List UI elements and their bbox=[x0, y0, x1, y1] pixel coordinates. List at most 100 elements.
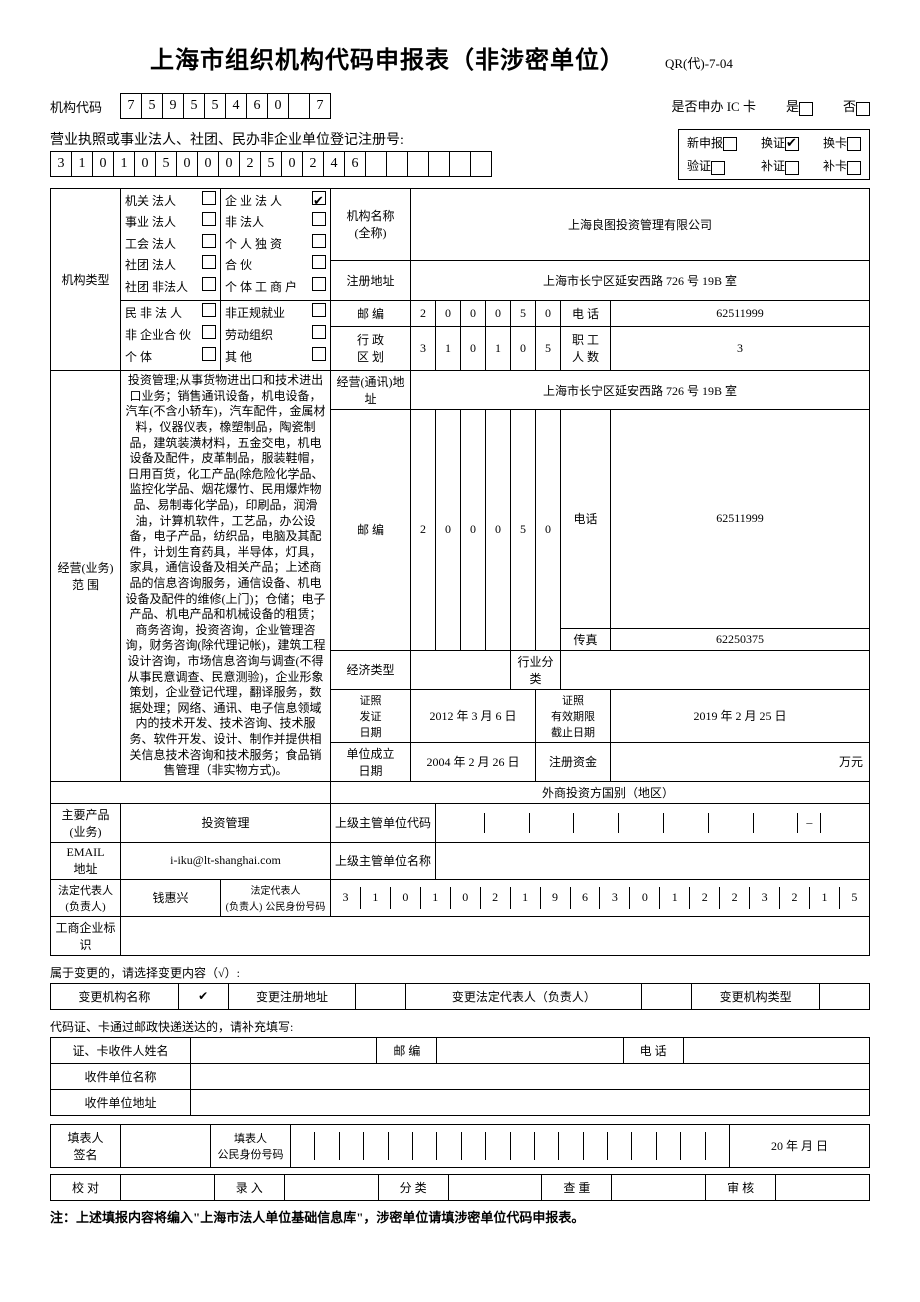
reg-cell[interactable] bbox=[365, 151, 387, 177]
est-date: 2004 年 2 月 26 日 bbox=[411, 742, 536, 781]
reg-cell[interactable] bbox=[386, 151, 408, 177]
org-code-cell[interactable]: 6 bbox=[246, 93, 268, 119]
name-label: 机构名称 (全称) bbox=[331, 188, 411, 260]
reg-cell[interactable]: 4 bbox=[323, 151, 345, 177]
mail-addr[interactable] bbox=[191, 1089, 870, 1115]
econ-value[interactable] bbox=[411, 650, 511, 689]
workflow-value[interactable] bbox=[448, 1174, 542, 1200]
org-code-cell[interactable]: 4 bbox=[225, 93, 247, 119]
biz-text: 投资管理;从事货物进出口和技术进出口业务；销售通讯设备，机电设备，汽车(不含小轿… bbox=[121, 371, 331, 781]
main-table: 机构类型 机关 法人事业 法人工会 法人社团 法人社团 非法人 企 业 法 人非… bbox=[50, 188, 870, 956]
orgtype-option[interactable]: 事业 法人 bbox=[125, 212, 216, 234]
workflow-value[interactable] bbox=[284, 1174, 378, 1200]
apptype-recard[interactable]: 换卡 bbox=[823, 134, 861, 151]
ind-mark-value[interactable] bbox=[121, 916, 870, 955]
reg-cell[interactable]: 5 bbox=[260, 151, 282, 177]
reg-cell[interactable]: 0 bbox=[176, 151, 198, 177]
cert-date-label: 证照 发证 日期 bbox=[331, 689, 411, 742]
reg-row: 营业执照或事业法人、社团、民办非企业单位登记注册号: 3101050002502… bbox=[50, 129, 870, 180]
orgtype-option[interactable]: 非 企业合 伙 bbox=[125, 325, 216, 347]
orgtype-option[interactable]: 企 业 法 人 bbox=[225, 191, 326, 213]
orgtype-option[interactable]: 社团 非法人 bbox=[125, 277, 216, 299]
reg-cell[interactable] bbox=[449, 151, 471, 177]
apptype-supp_cert[interactable]: 补证 bbox=[761, 157, 799, 174]
orgtype-option[interactable]: 个 人 独 资 bbox=[225, 234, 326, 256]
ic-yes-checkbox[interactable] bbox=[799, 102, 813, 116]
ic-no-checkbox[interactable] bbox=[856, 102, 870, 116]
org-code-cell[interactable]: 5 bbox=[141, 93, 163, 119]
orgtype-option[interactable]: 个 体 bbox=[125, 347, 216, 369]
sup-code-cells[interactable]: – bbox=[436, 803, 870, 842]
change-title: 属于变更的，请选择变更内容（√）: bbox=[50, 964, 870, 981]
org-code-cell[interactable]: 7 bbox=[120, 93, 142, 119]
orgtype-option[interactable]: 民 非 法 人 bbox=[125, 303, 216, 325]
staff-label: 职 工 人 数 bbox=[561, 326, 611, 371]
reg-cell[interactable]: 3 bbox=[50, 151, 72, 177]
page-title: 上海市组织机构代码申报表（非涉密单位） bbox=[150, 40, 625, 75]
reg-cell[interactable] bbox=[407, 151, 429, 177]
orgtype-option[interactable]: 社团 法人 bbox=[125, 255, 216, 277]
org-code-cell[interactable]: 5 bbox=[183, 93, 205, 119]
mail-phone[interactable] bbox=[683, 1037, 869, 1063]
addr-label: 注册地址 bbox=[331, 260, 411, 301]
orgtype-option[interactable]: 非 法人 bbox=[225, 212, 326, 234]
org-code-cell[interactable]: 0 bbox=[267, 93, 289, 119]
change-opt-check[interactable] bbox=[820, 983, 870, 1009]
mail-post[interactable] bbox=[437, 1037, 623, 1063]
change-opt-label: 变更机构类型 bbox=[692, 983, 820, 1009]
mail-recipient-label: 证、卡收件人姓名 bbox=[51, 1037, 191, 1063]
org-code-cell[interactable]: 9 bbox=[162, 93, 184, 119]
workflow-value[interactable] bbox=[121, 1174, 215, 1200]
filler-sign[interactable] bbox=[121, 1124, 211, 1167]
change-opt-check[interactable]: ✔ bbox=[178, 983, 228, 1009]
reg-cell[interactable]: 2 bbox=[302, 151, 324, 177]
change-opt-check[interactable] bbox=[642, 983, 692, 1009]
est-label: 单位成立 日期 bbox=[331, 742, 411, 781]
workflow-label: 分 类 bbox=[378, 1174, 448, 1200]
cert-date: 2012 年 3 月 6 日 bbox=[411, 689, 536, 742]
org-code-cell[interactable] bbox=[288, 93, 310, 119]
reg-cell[interactable]: 1 bbox=[113, 151, 135, 177]
orgtype-option[interactable]: 个 体 工 商 户 bbox=[225, 277, 326, 299]
reg-cell[interactable]: 0 bbox=[92, 151, 114, 177]
filler-id-label: 填表人 公民身份号码 bbox=[211, 1124, 291, 1167]
apptype-renew[interactable]: 换证 bbox=[761, 134, 799, 151]
mail-unit[interactable] bbox=[191, 1063, 870, 1089]
reg-cell[interactable]: 6 bbox=[344, 151, 366, 177]
mail-table: 证、卡收件人姓名 邮 编 电 话 收件单位名称 收件单位地址 bbox=[50, 1037, 870, 1116]
change-opt-label: 变更注册地址 bbox=[228, 983, 356, 1009]
change-opt-check[interactable] bbox=[356, 983, 406, 1009]
org-code-cell[interactable]: 7 bbox=[309, 93, 331, 119]
reg-cell[interactable]: 5 bbox=[155, 151, 177, 177]
reg-cell[interactable]: 1 bbox=[71, 151, 93, 177]
filler-date[interactable]: 20 年 月 日 bbox=[730, 1124, 870, 1167]
apptype-supp_card[interactable]: 补卡 bbox=[823, 157, 861, 174]
capital[interactable]: 万元 bbox=[611, 742, 870, 781]
sup-name-value[interactable] bbox=[436, 842, 870, 879]
reg-cell[interactable] bbox=[428, 151, 450, 177]
apptype-new[interactable]: 新申报 bbox=[687, 134, 737, 151]
reg-label: 营业执照或事业法人、社团、民办非企业单位登记注册号: bbox=[50, 129, 670, 149]
reg-cell[interactable]: 0 bbox=[197, 151, 219, 177]
orgtype-option[interactable]: 其 他 bbox=[225, 347, 326, 369]
filler-id[interactable] bbox=[291, 1124, 730, 1167]
orgtype-option[interactable]: 合 伙 bbox=[225, 255, 326, 277]
orgtype-option[interactable]: 机关 法人 bbox=[125, 191, 216, 213]
workflow-value[interactable] bbox=[776, 1174, 870, 1200]
org-code-cell[interactable]: 5 bbox=[204, 93, 226, 119]
orgtype-option[interactable]: 非正规就业 bbox=[225, 303, 326, 325]
change-opt-label: 变更法定代表人（负责人） bbox=[406, 983, 642, 1009]
workflow-value[interactable] bbox=[612, 1174, 706, 1200]
mail-recipient[interactable] bbox=[191, 1037, 377, 1063]
reg-cell[interactable]: 0 bbox=[218, 151, 240, 177]
comm-post-label: 邮 编 bbox=[331, 410, 411, 650]
reg-cell[interactable]: 0 bbox=[281, 151, 303, 177]
apptype-verify[interactable]: 验证 bbox=[687, 157, 737, 174]
footnote: 注：上述填报内容将编入"上海市法人单位基础信息库"，涉密单位请填涉密单位代码申报… bbox=[50, 1207, 870, 1226]
orgtype-option[interactable]: 工会 法人 bbox=[125, 234, 216, 256]
reg-cell[interactable]: 0 bbox=[134, 151, 156, 177]
industry-value[interactable] bbox=[561, 650, 870, 689]
reg-cell[interactable] bbox=[470, 151, 492, 177]
orgtype-option[interactable]: 劳动组织 bbox=[225, 325, 326, 347]
reg-cell[interactable]: 2 bbox=[239, 151, 261, 177]
